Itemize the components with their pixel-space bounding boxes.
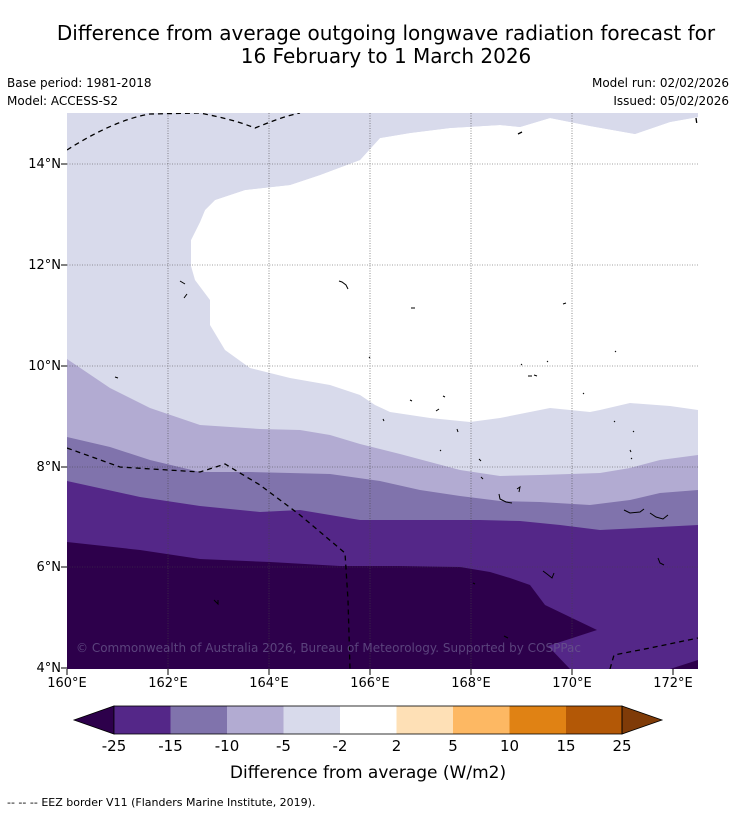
island [480, 476, 484, 480]
island [542, 570, 555, 579]
lon-label: 170°E [552, 676, 592, 691]
lat-label: 8°N [37, 460, 62, 475]
model-name: Model: ACCESS-S2 [7, 94, 119, 108]
legend-arrow-left [72, 705, 115, 735]
eez-border-east [695, 117, 698, 126]
lat-label: 10°N [28, 359, 61, 374]
graticule [67, 113, 698, 669]
island [520, 363, 523, 366]
lat-label: 4°N [37, 661, 62, 676]
island [338, 280, 349, 290]
island [498, 493, 513, 504]
lon-label: 168°E [451, 676, 491, 691]
island [382, 418, 385, 422]
legend-swatch [227, 706, 284, 734]
footer-note: -- -- -- EEZ border V11 (Flanders Marine… [7, 796, 315, 809]
eez-border-central [67, 447, 351, 669]
legend-swatch [566, 706, 622, 734]
lon-label: 166°E [350, 676, 390, 691]
legend-label: Difference from average (W/m2) [230, 763, 506, 783]
legend-tick: -15 [158, 737, 183, 755]
island [629, 449, 632, 453]
legend-tick: 5 [448, 737, 458, 755]
island [456, 428, 459, 433]
lon-labels: 160°E 162°E 164°E 166°E 168°E 170°E 172°… [47, 676, 693, 691]
island [649, 512, 669, 520]
lat-label: 12°N [28, 258, 61, 273]
eez-border-southeast [609, 637, 698, 669]
lon-label: 162°E [148, 676, 188, 691]
issued-date: Issued: 05/02/2026 [613, 94, 729, 108]
legend-swatch [340, 706, 397, 734]
model-run: Model run: 02/02/2026 [591, 76, 729, 90]
island [442, 395, 446, 398]
island [630, 457, 633, 460]
island [439, 449, 442, 452]
legend-tick: 15 [556, 737, 575, 755]
eez-border-north [67, 113, 301, 151]
legend-swatch [509, 706, 566, 734]
eez-borders [67, 113, 698, 669]
map-title: Difference from average outgoing longwav… [0, 22, 736, 68]
copyright-notice: © Commonwealth of Australia 2026, Bureau… [76, 641, 581, 655]
lat-label: 14°N [28, 157, 61, 172]
island [632, 430, 635, 433]
lon-label: 164°E [249, 676, 289, 691]
island [623, 508, 645, 514]
base-period: Base period: 1981-2018 [7, 76, 152, 90]
lat-labels: 14°N 12°N 10°N 8°N 6°N 4°N [28, 157, 61, 676]
island [614, 350, 617, 353]
legend-tick: 2 [392, 737, 402, 755]
eez-source: EEZ border V11 (Flanders Marine Institut… [41, 796, 316, 809]
legend-tick: -10 [215, 737, 240, 755]
legend-swatch [114, 706, 171, 734]
lon-label: 172°E [653, 676, 693, 691]
island [613, 420, 616, 423]
island [114, 376, 119, 379]
legend-ticks: -25 -15 -10 -5 -2 2 5 10 15 25 [102, 737, 632, 755]
legend-swatch [453, 706, 510, 734]
island [533, 374, 538, 377]
island [213, 599, 219, 606]
color-legend: -25 -15 -10 -5 -2 2 5 10 15 25 Differenc… [72, 705, 664, 783]
title-line-1: Difference from average outgoing longwav… [56, 21, 716, 45]
island [503, 635, 509, 639]
eez-border-ne [517, 131, 523, 135]
legend-tick: -5 [276, 737, 291, 755]
island [478, 458, 482, 462]
meta-right: Model run: 02/02/2026 Issued: 05/02/2026 [592, 74, 729, 110]
lat-label: 6°N [37, 560, 62, 575]
island [368, 356, 371, 359]
legend-swatch [396, 706, 453, 734]
meta-left: Base period: 1981-2018 Model: ACCESS-S2 [7, 74, 152, 110]
island [183, 293, 188, 299]
band-top-strip [67, 113, 698, 240]
island [435, 408, 440, 412]
eez-dash-sample: -- -- -- [7, 796, 38, 809]
legend-swatch [283, 706, 340, 734]
island [657, 557, 665, 566]
island [516, 485, 521, 493]
island [409, 399, 413, 402]
map-plot: © Commonwealth of Australia 2026, Bureau… [67, 113, 698, 669]
island [562, 302, 567, 305]
legend-arrow-right [621, 705, 664, 735]
island [546, 360, 549, 363]
lon-label: 160°E [47, 676, 87, 691]
legend-tick: 10 [500, 737, 519, 755]
island [179, 280, 186, 285]
legend-tick: 25 [612, 737, 631, 755]
title-line-2: 16 February to 1 March 2026 [240, 44, 532, 68]
legend-tick: -25 [102, 737, 127, 755]
axis-ticks [61, 163, 674, 675]
island [472, 582, 476, 585]
legend-border [113, 705, 623, 735]
band-neutral [150, 113, 698, 422]
islands [114, 280, 669, 639]
island [582, 392, 585, 395]
legend-swatch [170, 706, 227, 734]
legend-tick: -2 [333, 737, 348, 755]
